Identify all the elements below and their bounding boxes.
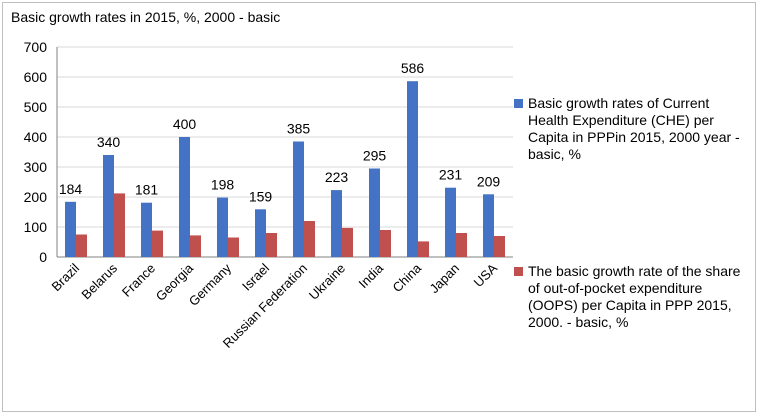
bar-oops	[304, 221, 315, 257]
bar-che	[179, 137, 190, 257]
x-tick-label: China	[389, 260, 424, 295]
data-label-che: 385	[287, 121, 311, 137]
x-tick-label: Ukraine	[306, 261, 348, 303]
bar-oops	[266, 233, 277, 257]
bar-oops	[228, 237, 239, 257]
x-tick-label: Belarus	[78, 260, 120, 302]
data-label-che: 159	[249, 188, 273, 204]
legend-item-che: Basic growth rates of Current Health Exp…	[514, 95, 749, 163]
chart-plot: 0 100 200 300 400 500 600 700 184 Brazil 340 Belaru…	[24, 39, 513, 351]
bar-oops	[380, 230, 391, 257]
legend-swatch-che	[514, 99, 523, 108]
bar-che	[293, 141, 304, 257]
data-label-che: 223	[325, 169, 349, 185]
bar-che	[255, 209, 266, 257]
x-tick-label: Japan	[426, 261, 462, 297]
x-tick-label: USA	[471, 260, 501, 290]
bar-oops	[342, 227, 353, 257]
data-label-che: 586	[401, 60, 425, 76]
y-tick-label: 700	[24, 39, 48, 55]
bar-oops	[114, 193, 125, 257]
legend-label-oops: The basic growth rate of the share of ou…	[528, 263, 741, 330]
bar-che	[65, 201, 76, 257]
bar-che	[331, 190, 342, 257]
data-label-che: 181	[135, 182, 159, 198]
bar-che	[369, 168, 380, 257]
y-tick-label: 0	[39, 249, 47, 265]
data-label-che: 184	[59, 181, 83, 197]
bar-che	[483, 194, 494, 257]
data-label-che: 400	[173, 116, 197, 132]
data-label-che: 209	[477, 173, 501, 189]
bar-che	[445, 187, 456, 257]
data-label-che: 198	[211, 177, 235, 193]
bar-che	[407, 81, 418, 257]
y-tick-label: 400	[24, 129, 48, 145]
y-tick-label: 600	[24, 69, 48, 85]
y-tick-label: 500	[24, 99, 48, 115]
bar-oops	[152, 230, 163, 257]
bar-oops	[190, 235, 201, 257]
legend-label-che: Basic growth rates of Current Health Exp…	[528, 95, 740, 162]
y-tick-label: 100	[24, 219, 48, 235]
bar-che	[103, 155, 114, 257]
x-tick-label: Brazil	[49, 260, 83, 294]
data-label-che: 231	[439, 167, 463, 183]
bar-oops	[418, 241, 429, 257]
legend-item-oops: The basic growth rate of the share of ou…	[514, 263, 749, 331]
bar-oops	[494, 236, 505, 257]
bar-oops	[76, 234, 87, 257]
data-label-che: 340	[97, 134, 121, 150]
x-tick-label: India	[356, 260, 387, 291]
x-tick-label: Germany	[186, 260, 235, 309]
y-tick-label: 300	[24, 159, 48, 175]
bar-che	[217, 197, 228, 257]
bar-oops	[456, 233, 467, 257]
data-label-che: 295	[363, 148, 387, 164]
y-tick-label: 200	[24, 189, 48, 205]
bar-che	[141, 202, 152, 257]
legend-swatch-oops	[514, 267, 523, 276]
x-tick-label: Israel	[239, 260, 272, 293]
chart-title: Basic growth rates in 2015, %, 2000 - ba…	[11, 9, 281, 25]
